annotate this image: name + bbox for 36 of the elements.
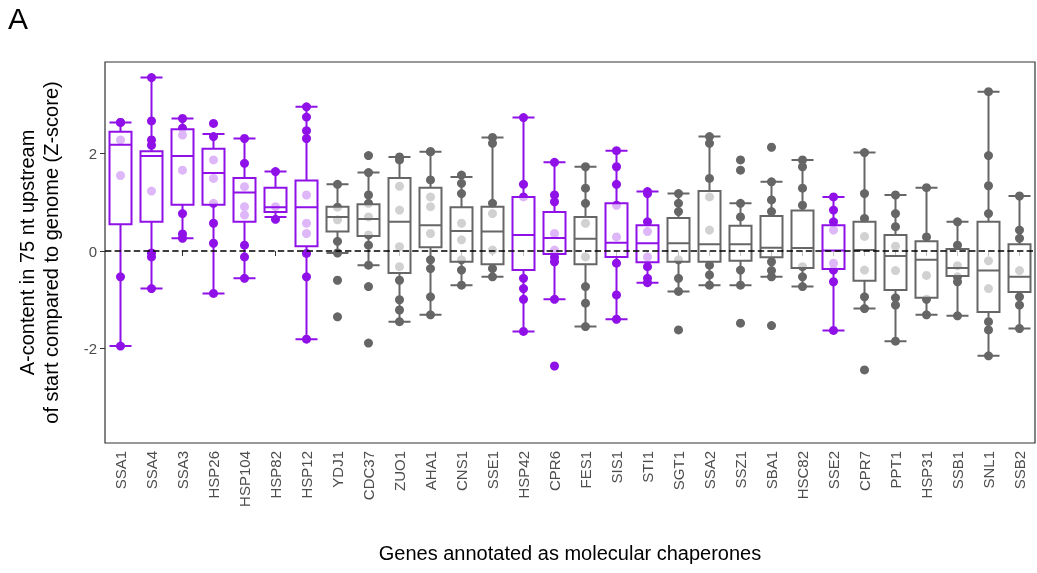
y-tick-label: -2 — [83, 339, 97, 357]
x-tick-label: CNS1 — [453, 451, 470, 492]
x-tick-label: HSC82 — [794, 451, 811, 500]
x-tick-label: CPR6 — [546, 451, 563, 492]
x-axis-title: Genes annotated as molecular chaperones — [378, 542, 762, 564]
x-tick-label: SSE2 — [825, 451, 842, 490]
x-tick-label: SIS1 — [608, 451, 625, 484]
x-tick-label: FES1 — [577, 451, 594, 489]
x-tick-label: SSB1 — [949, 451, 966, 490]
x-tick-label: SSZ1 — [732, 451, 749, 489]
x-tick-label: SSE1 — [484, 451, 501, 490]
x-tick-label: HSP82 — [267, 451, 284, 499]
y-tick-label: 0 — [88, 242, 97, 260]
x-tick-label: SSA2 — [701, 451, 718, 490]
x-tick-label: CDC37 — [360, 451, 377, 501]
x-tick-label: CPR7 — [856, 451, 873, 492]
x-tick-label: SSA4 — [143, 451, 160, 490]
y-axis-title: A-content in 75 nt upstream of start compared to genome (Z-score) — [16, 81, 62, 424]
x-tick-label: HSP31 — [918, 451, 935, 499]
x-tick-label: STI1 — [639, 451, 656, 483]
x-tick-label: AHA1 — [422, 451, 439, 491]
x-tick-label: PPT1 — [887, 451, 904, 489]
x-tick-label: SSB2 — [1011, 451, 1028, 490]
x-tick-label: SNL1 — [980, 451, 997, 489]
x-tick-label: HSP12 — [298, 451, 315, 499]
x-tick-label: HSP26 — [205, 451, 222, 499]
x-tick-label: SSA1 — [112, 451, 129, 490]
text: A — [8, 2, 29, 36]
x-tick-label: SGT1 — [670, 451, 687, 491]
x-tick-label: ZUO1 — [391, 451, 408, 492]
x-tick-label: YDJ1 — [329, 451, 346, 488]
x-tick-label: SSA3 — [174, 451, 191, 490]
x-tick-label: HSP42 — [515, 451, 532, 499]
x-tick-label: SBA1 — [763, 451, 780, 490]
y-tick-label: 2 — [88, 145, 97, 163]
x-tick-label: HSP104 — [236, 451, 253, 507]
